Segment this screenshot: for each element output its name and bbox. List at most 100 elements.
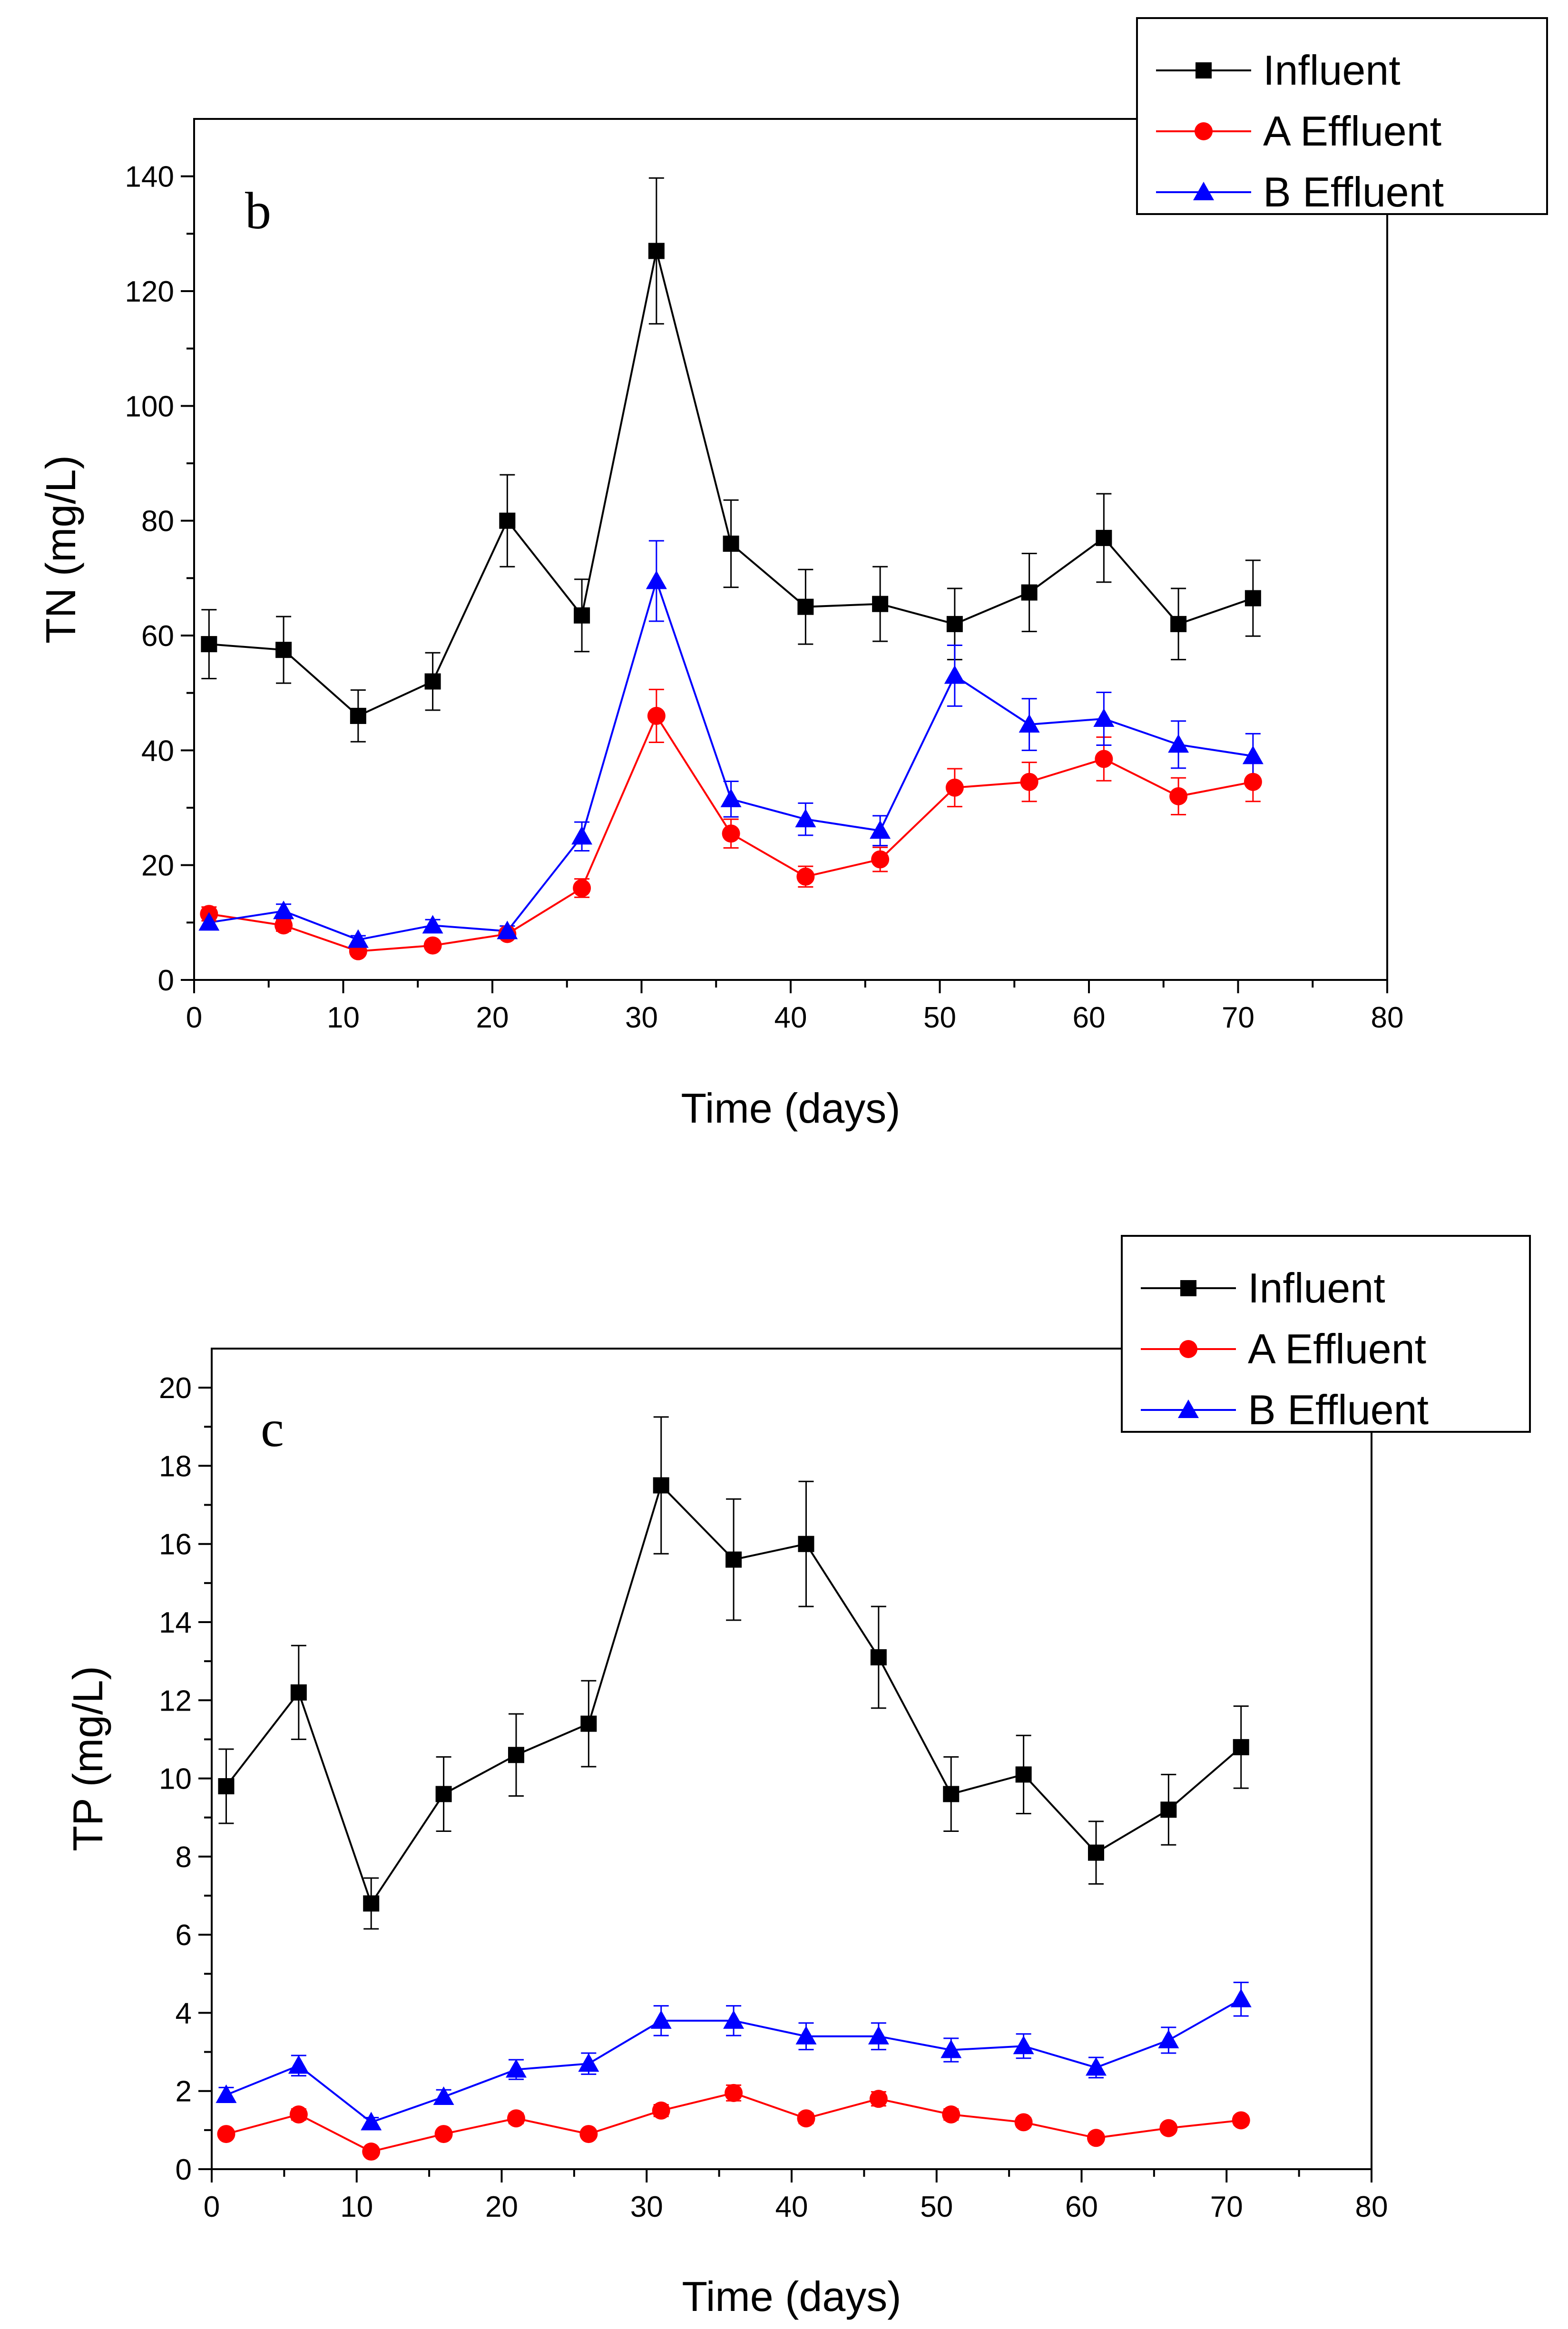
data-point-b-effluent: [497, 920, 518, 939]
data-point-influent: [290, 1684, 307, 1701]
y-tick-label: 10: [159, 1763, 192, 1796]
data-point-influent: [1015, 1766, 1032, 1783]
data-point-b-effluent: [347, 929, 369, 948]
data-point-influent: [870, 1649, 887, 1665]
data-point-influent: [1021, 584, 1038, 601]
data-point-a-effluent: [725, 2084, 743, 2102]
y-tick-label: 40: [141, 734, 174, 767]
axis-ticks: 0 10 20 30 40 50 60 70 80 0 20 40 60 80 100 120 140: [125, 161, 1404, 1034]
data-point-influent: [1170, 616, 1187, 632]
data-point-b-effluent: [944, 665, 965, 684]
data-point-influent: [218, 1778, 235, 1794]
x-tick-label: 20: [485, 2191, 518, 2223]
legend-label-b-effluent: B Effluent: [1248, 1386, 1429, 1433]
y-tick-label: 18: [159, 1450, 192, 1483]
x-tick-label: 10: [327, 1001, 360, 1034]
y-tick-label: 80: [141, 505, 174, 538]
x-tick-label: 50: [920, 2191, 953, 2223]
data-point-influent: [508, 1747, 524, 1763]
data-point-b-effluent: [1158, 2029, 1179, 2048]
data-point-influent: [653, 1477, 669, 1494]
data-point-influent: [424, 673, 441, 690]
x-tick-label: 20: [476, 1001, 509, 1034]
data-point-a-effluent: [1095, 750, 1113, 768]
data-point-influent: [943, 1786, 960, 1802]
data-point-a-effluent: [1087, 2129, 1105, 2147]
data-point-influent: [1096, 529, 1112, 546]
legend-label-influent: Influent: [1263, 47, 1401, 94]
data-point-a-effluent: [274, 916, 293, 935]
legend-label-a-effluent: A Effluent: [1248, 1325, 1426, 1372]
data-point-b-effluent: [578, 2053, 599, 2072]
data-point-a-effluent: [579, 2125, 598, 2143]
data-point-b-effluent: [870, 820, 891, 839]
x-tick-label: 70: [1222, 1001, 1254, 1034]
data-point-b-effluent: [571, 826, 593, 845]
legend-items: Influent A Effluent B Effluent: [1141, 1264, 1429, 1433]
y-tick-label: 60: [141, 620, 174, 653]
data-point-b-effluent: [288, 2055, 309, 2074]
y-tick-label: 16: [159, 1528, 192, 1561]
x-tick-label: 30: [630, 2191, 663, 2223]
x-tick-label: 60: [1065, 2191, 1098, 2223]
data-point-b-effluent: [216, 2084, 237, 2103]
x-tick-label: 0: [186, 1001, 202, 1034]
y-tick-label: 6: [176, 1919, 192, 1952]
data-point-b-effluent: [1093, 708, 1115, 727]
data-point-influent: [580, 1715, 597, 1732]
data-point-a-effluent: [869, 2090, 888, 2108]
legend-label-b-effluent: B Effluent: [1263, 168, 1444, 215]
legend-box: [1136, 17, 1548, 215]
data-point-b-effluent: [505, 2059, 527, 2078]
y-tick-label: 8: [176, 1841, 192, 1874]
legend-label-influent: Influent: [1248, 1264, 1385, 1311]
x-tick-label: 80: [1355, 2191, 1388, 2223]
data-point-a-effluent: [945, 778, 964, 797]
data-point-a-effluent: [796, 867, 815, 886]
data-point-b-effluent: [1085, 2057, 1107, 2076]
legend-marker-b-effluent: [1178, 1399, 1199, 1418]
data-point-influent: [1233, 1739, 1249, 1755]
data-point-a-effluent: [1159, 2119, 1178, 2137]
data-point-influent: [648, 243, 665, 259]
data-point-b-effluent: [941, 2039, 962, 2058]
data-point-influent: [499, 512, 516, 529]
data-point-b-effluent: [723, 2010, 745, 2029]
data-point-influent: [275, 642, 292, 658]
y-axis-title: TN (mg/L): [37, 455, 84, 644]
data-point-b-effluent: [795, 2026, 817, 2045]
chart-panel-tp: 0 10 20 30 40 50 60 70 80 0 2 4 6 8 10 12 14 16 18 20 c Tim…: [64, 1235, 1531, 2320]
data-point-influent: [1160, 1801, 1177, 1818]
x-tick-label: 30: [625, 1001, 658, 1034]
panel-label: b: [245, 182, 271, 240]
data-point-a-effluent: [1020, 773, 1039, 791]
y-tick-label: 4: [176, 1997, 192, 2030]
chart-panel-tn: 0 10 20 30 40 50 60 70 80 0 20 40 60 80 100 120 140 b Ti…: [37, 17, 1548, 1132]
y-axis-title: TP (mg/L): [64, 1666, 111, 1851]
data-point-a-effluent: [217, 2125, 235, 2143]
data-point-a-effluent: [797, 2109, 815, 2128]
data-point-b-effluent: [868, 2026, 889, 2045]
y-tick-label: 14: [159, 1606, 192, 1639]
data-point-a-effluent: [362, 2143, 381, 2161]
y-tick-label: 100: [125, 390, 174, 423]
x-tick-label: 0: [204, 2191, 220, 2223]
y-tick-label: 140: [125, 161, 174, 194]
y-tick-label: 0: [176, 2153, 192, 2186]
legend: Influent A Effluent B Effluent: [1121, 1235, 1531, 1433]
data-point-influent: [574, 607, 590, 624]
data-point-b-effluent: [1013, 2035, 1034, 2055]
y-tick-label: 20: [141, 850, 174, 882]
data-point-a-effluent: [1232, 2111, 1250, 2130]
data-point-influent: [1245, 590, 1261, 607]
legend-items: Influent A Effluent B Effluent: [1156, 47, 1444, 215]
data-point-a-effluent: [423, 936, 442, 955]
data-point-influent: [723, 535, 739, 552]
data-point-influent: [363, 1895, 380, 1912]
data-point-b-effluent: [198, 912, 220, 931]
y-tick-label: 12: [159, 1684, 192, 1717]
data-point-influent: [1088, 1844, 1104, 1861]
x-tick-label: 10: [340, 2191, 373, 2223]
